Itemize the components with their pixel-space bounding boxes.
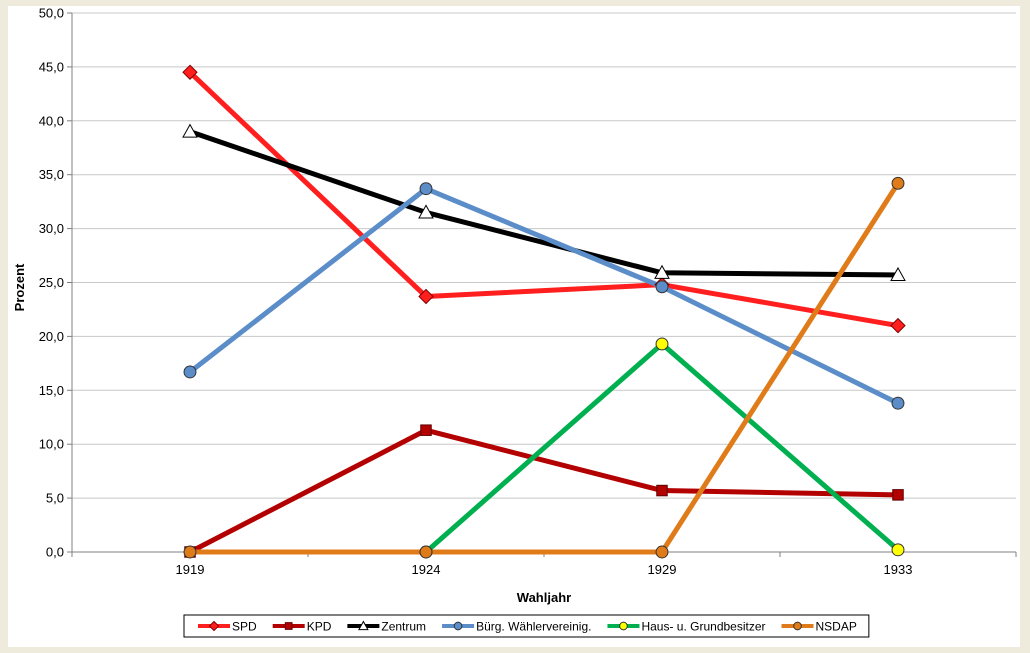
data-point-nsdap bbox=[655, 545, 669, 559]
series-line-bürg-wählervereinig bbox=[187, 186, 901, 406]
data-point-nsdap bbox=[183, 545, 197, 559]
y-tick-label: 0,0 bbox=[46, 545, 64, 560]
legend-item-bürg-wählervereinig: Bürg. Wählervereinig. bbox=[442, 620, 591, 634]
axes bbox=[67, 12, 1017, 557]
legend-item-zentrum: Zentrum bbox=[347, 620, 426, 634]
y-tick-label: 40,0 bbox=[39, 113, 64, 128]
y-tick-label: 20,0 bbox=[39, 329, 64, 344]
y-tick-label: 35,0 bbox=[39, 167, 64, 182]
legend-item-nsdap: NSDAP bbox=[781, 620, 857, 634]
data-point-bürg-wählervereinig bbox=[419, 182, 433, 196]
data-point-nsdap bbox=[419, 545, 433, 559]
data-point-bürg-wählervereinig bbox=[183, 365, 197, 379]
y-axis-title: Prozent bbox=[12, 263, 27, 311]
x-tick-label: 1933 bbox=[884, 562, 913, 577]
legend-label: Zentrum bbox=[381, 620, 426, 634]
legend-marker bbox=[619, 621, 628, 631]
x-tick-label: 1929 bbox=[648, 562, 677, 577]
legend-box bbox=[183, 614, 870, 638]
legend-marker bbox=[793, 621, 802, 631]
legend-item-spd: SPD bbox=[198, 620, 257, 634]
legend-item-haus-u-grundbesitzer: Haus- u. Grundbesitzer bbox=[607, 620, 766, 634]
legend-label: Haus- u. Grundbesitzer bbox=[641, 620, 765, 634]
x-tick-labels: 1919 1924 1929 1933 bbox=[176, 562, 913, 577]
legend-marker bbox=[358, 620, 369, 631]
y-tick-labels: 0,0 5,0 10,0 15,0 20,0 25,0 30,0 35,0 40,0 45,0 50… bbox=[39, 6, 64, 560]
data-point-haus-u-grundbesitzer bbox=[655, 337, 669, 351]
legend-label: NSDAP bbox=[816, 620, 857, 634]
y-tick-label: 5,0 bbox=[46, 491, 64, 506]
x-tick-label: 1919 bbox=[176, 562, 205, 577]
legend-item-kpd: KPD bbox=[272, 620, 332, 634]
data-point-bürg-wählervereinig bbox=[655, 280, 669, 294]
legend-label: KPD bbox=[307, 620, 332, 634]
legend-marker bbox=[284, 622, 293, 630]
data-point-zentrum bbox=[654, 264, 670, 279]
y-tick-label: 30,0 bbox=[39, 221, 64, 236]
y-tick-label: 10,0 bbox=[39, 437, 64, 452]
legend-label: SPD bbox=[232, 620, 257, 634]
data-point-spd bbox=[182, 64, 198, 80]
y-tick-label: 15,0 bbox=[39, 383, 64, 398]
data-point-haus-u-grundbesitzer bbox=[891, 543, 905, 557]
chart-area: 0,0 5,0 10,0 15,0 20,0 25,0 30,0 35,0 40,0 45,0 50… bbox=[8, 6, 1020, 647]
x-axis-title: Wahljahr bbox=[517, 590, 571, 605]
y-tick-label: 45,0 bbox=[39, 59, 64, 74]
data-point-zentrum bbox=[418, 204, 434, 219]
series-line-spd bbox=[187, 69, 901, 329]
legend-label: Bürg. Wählervereinig. bbox=[476, 620, 591, 634]
x-tick-label: 1924 bbox=[412, 562, 441, 577]
data-point-zentrum bbox=[182, 123, 198, 138]
legend: SPD KPD Zentrum Bürg. Wählervereinig. Haus- … bbox=[183, 614, 870, 638]
legend-marker bbox=[453, 621, 463, 631]
series-lines bbox=[187, 69, 901, 555]
series-line-kpd bbox=[187, 427, 901, 555]
legend-marker bbox=[208, 620, 220, 632]
y-tick-label: 50,0 bbox=[39, 6, 64, 21]
series-line-nsdap bbox=[187, 180, 901, 555]
data-point-bürg-wählervereinig bbox=[891, 396, 905, 410]
y-tick-label: 25,0 bbox=[39, 275, 64, 290]
data-point-spd bbox=[890, 317, 906, 334]
data-point-kpd bbox=[420, 424, 432, 436]
series-markers bbox=[182, 64, 906, 559]
series-line-zentrum bbox=[187, 129, 901, 278]
data-point-zentrum bbox=[890, 266, 906, 282]
data-point-nsdap bbox=[891, 176, 905, 190]
line-chart: 0,0 5,0 10,0 15,0 20,0 25,0 30,0 35,0 40,0 45,0 50… bbox=[12, 6, 1017, 638]
data-point-kpd bbox=[656, 484, 668, 497]
gridlines bbox=[72, 12, 1016, 499]
data-point-spd bbox=[418, 288, 434, 305]
data-point-kpd bbox=[892, 489, 904, 501]
